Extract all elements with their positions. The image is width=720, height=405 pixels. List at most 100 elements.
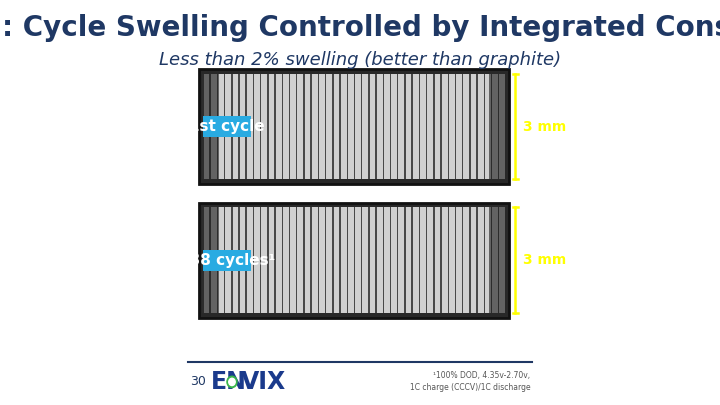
Bar: [253, 207, 260, 313]
Text: Prob 3: Cycle Swelling Controlled by Integrated Constraint: Prob 3: Cycle Swelling Controlled by Int…: [0, 14, 720, 42]
Bar: [217, 207, 224, 313]
Bar: [433, 74, 441, 179]
Bar: [253, 207, 254, 313]
Bar: [433, 207, 441, 313]
Bar: [332, 74, 339, 179]
Bar: [484, 207, 485, 313]
Bar: [210, 207, 217, 313]
Bar: [498, 207, 500, 313]
Bar: [390, 207, 391, 313]
Bar: [274, 207, 276, 313]
Bar: [469, 207, 471, 313]
Bar: [217, 74, 224, 179]
Bar: [411, 207, 413, 313]
Bar: [491, 74, 498, 179]
Bar: [484, 74, 485, 179]
Bar: [203, 116, 251, 137]
Bar: [246, 207, 247, 313]
Bar: [368, 74, 375, 179]
Text: VIX: VIX: [240, 369, 286, 394]
Bar: [433, 74, 435, 179]
Bar: [246, 74, 247, 179]
Bar: [411, 74, 413, 179]
Text: 3 mm: 3 mm: [523, 119, 567, 134]
Bar: [238, 74, 240, 179]
Bar: [231, 74, 238, 179]
Bar: [289, 207, 296, 313]
Bar: [296, 207, 297, 313]
Bar: [325, 207, 326, 313]
Bar: [441, 207, 448, 313]
Bar: [238, 207, 240, 313]
Bar: [368, 207, 369, 313]
Bar: [491, 207, 498, 313]
Bar: [361, 74, 368, 179]
Bar: [484, 74, 491, 179]
Bar: [246, 74, 253, 179]
Text: Less than 2% swelling (better than graphite): Less than 2% swelling (better than graph…: [159, 51, 561, 68]
Bar: [217, 207, 218, 313]
Bar: [318, 74, 319, 179]
Bar: [441, 207, 442, 313]
Bar: [498, 74, 500, 179]
Bar: [426, 207, 427, 313]
Bar: [346, 74, 354, 179]
Bar: [310, 74, 318, 179]
Bar: [477, 207, 478, 313]
Bar: [455, 207, 456, 313]
Bar: [418, 207, 420, 313]
Bar: [382, 207, 384, 313]
Bar: [202, 207, 219, 313]
Bar: [318, 74, 325, 179]
Bar: [339, 207, 346, 313]
Bar: [426, 74, 433, 179]
Bar: [462, 74, 469, 179]
Bar: [253, 74, 260, 179]
Bar: [246, 207, 253, 313]
Text: EN: EN: [211, 369, 247, 394]
Bar: [289, 207, 290, 313]
Bar: [404, 207, 411, 313]
Circle shape: [227, 376, 237, 388]
Bar: [426, 74, 427, 179]
Bar: [199, 202, 509, 318]
Bar: [462, 207, 464, 313]
Bar: [332, 74, 333, 179]
Bar: [469, 74, 477, 179]
Bar: [469, 207, 477, 313]
Bar: [332, 207, 339, 313]
Text: ¹100% DOD, 4.35v-2.70v,
1C charge (CCCV)/1C discharge: ¹100% DOD, 4.35v-2.70v, 1C charge (CCCV)…: [410, 371, 531, 392]
Bar: [477, 74, 478, 179]
Bar: [224, 207, 231, 313]
Bar: [199, 69, 509, 184]
Bar: [433, 207, 435, 313]
Bar: [267, 207, 274, 313]
Bar: [354, 74, 355, 179]
Bar: [325, 207, 332, 313]
Bar: [231, 207, 233, 313]
Text: 1st cycle: 1st cycle: [189, 119, 265, 134]
Bar: [354, 207, 361, 313]
Bar: [260, 74, 261, 179]
Bar: [267, 74, 269, 179]
Bar: [238, 207, 246, 313]
Bar: [202, 207, 210, 313]
Bar: [296, 74, 297, 179]
Bar: [318, 207, 325, 313]
Bar: [455, 74, 456, 179]
Bar: [282, 207, 283, 313]
Bar: [404, 207, 405, 313]
Bar: [202, 74, 210, 179]
Bar: [397, 74, 404, 179]
Bar: [397, 74, 398, 179]
Bar: [455, 74, 462, 179]
Bar: [210, 74, 211, 179]
Bar: [274, 74, 276, 179]
Bar: [260, 207, 267, 313]
Bar: [491, 207, 492, 313]
Bar: [404, 74, 411, 179]
Bar: [224, 74, 231, 179]
Bar: [346, 207, 354, 313]
Bar: [267, 207, 269, 313]
Text: 538 cycles¹: 538 cycles¹: [179, 253, 275, 268]
